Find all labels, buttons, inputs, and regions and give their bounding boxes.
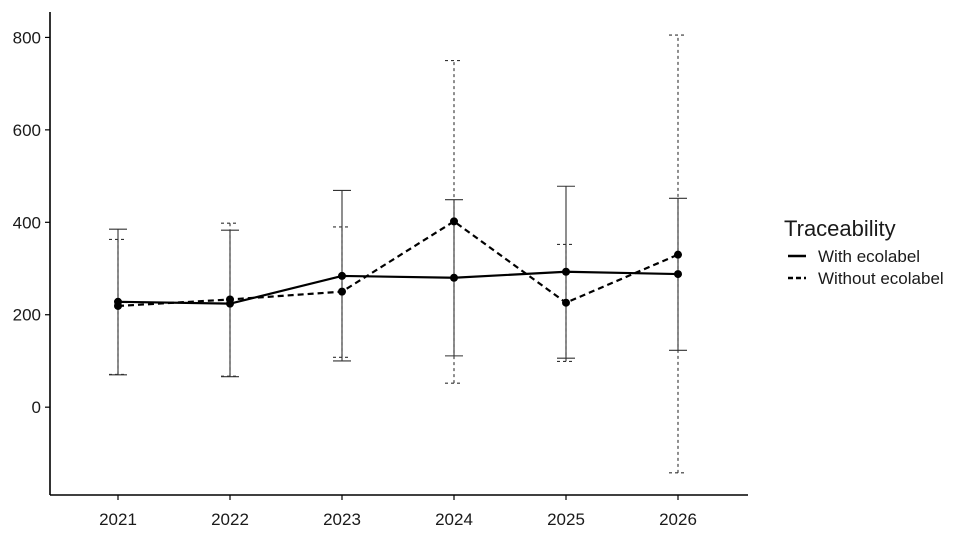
y-tick-label: 200 — [13, 306, 41, 325]
legend-label: With ecolabel — [818, 247, 920, 266]
x-tick-label: 2021 — [99, 510, 137, 529]
data-point — [450, 273, 458, 282]
data-points — [114, 217, 682, 310]
data-point — [338, 287, 346, 296]
x-tick-label: 2023 — [323, 510, 361, 529]
data-point — [674, 270, 682, 279]
data-point — [562, 267, 570, 276]
data-point — [450, 217, 458, 226]
error-bars — [109, 34, 687, 474]
data-point — [114, 301, 122, 310]
data-point — [562, 298, 570, 307]
y-tick-label: 600 — [13, 121, 41, 140]
series-line-without-ecolabel — [117, 220, 679, 308]
x-tick-label: 2026 — [659, 510, 697, 529]
series-lines — [117, 220, 679, 308]
y-tick-label: 0 — [32, 398, 41, 417]
x-tick-label: 2022 — [211, 510, 249, 529]
data-point — [674, 250, 682, 259]
y-tick-label: 400 — [13, 213, 41, 232]
legend-label: Without ecolabel — [818, 269, 944, 288]
axes: 0 200 400 600 800 2021 2022 2023 2024 2025 2026 — [13, 12, 748, 529]
data-point — [226, 295, 234, 304]
x-tick-label: 2025 — [547, 510, 585, 529]
legend: Traceability With ecolabel Without ecolab… — [784, 216, 944, 288]
x-tick-label: 2024 — [435, 510, 473, 529]
legend-title: Traceability — [784, 216, 896, 241]
series-line-with-ecolabel — [117, 270, 679, 305]
y-tick-label: 800 — [13, 28, 41, 47]
data-point — [338, 271, 346, 280]
